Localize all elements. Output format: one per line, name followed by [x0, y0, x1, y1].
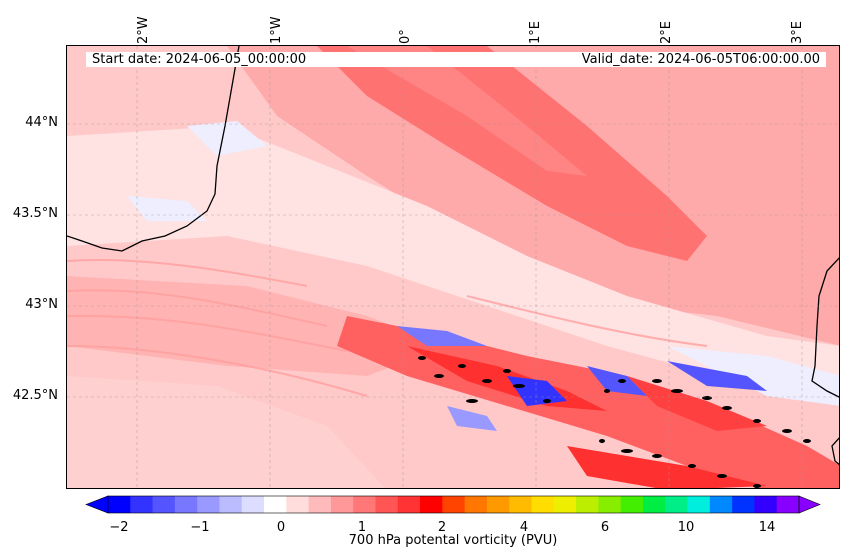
colorbar-segment	[442, 496, 466, 513]
colorbar-segment	[687, 496, 711, 513]
colorbar-segment	[576, 496, 599, 513]
map-panel	[66, 45, 840, 489]
colorbar-tick: 1	[357, 520, 367, 535]
colorbar-segment	[709, 496, 733, 513]
colorbar-min-extend	[85, 495, 109, 514]
start-date-text: Start date: 2024-06-05_00:00:00	[92, 52, 307, 67]
colorbar-segment	[130, 496, 154, 513]
coastline-biscay	[67, 46, 240, 252]
colorbar-tick: 4	[519, 520, 529, 535]
colorbar-segment	[531, 496, 555, 513]
colorbar-segment	[776, 496, 800, 513]
colorbar-segment	[464, 496, 488, 513]
lat-tick-42-5n: 42.5°N	[12, 388, 58, 403]
colorbar-max-extend	[798, 495, 821, 514]
coastline-mediterranean	[811, 257, 839, 398]
lat-tick-44n: 44°N	[25, 115, 58, 130]
colorbar-segment	[375, 496, 399, 513]
lat-tick-43n: 43°N	[25, 297, 58, 312]
colorbar-segment	[486, 496, 510, 513]
colorbar-segment	[509, 496, 533, 513]
colorbar-segment	[108, 496, 131, 513]
colorbar-tick: 2	[437, 520, 447, 535]
colorbar-segment	[219, 496, 243, 513]
colorbar-segment	[397, 496, 421, 513]
colorbar-segment	[241, 496, 265, 513]
colorbar-segment	[308, 496, 332, 513]
colorbar-tick: 0	[276, 520, 286, 535]
pv-field	[67, 46, 839, 488]
colorbar-segment	[420, 496, 443, 513]
colorbar-segment	[754, 496, 778, 513]
colorbar-label: 700 hPa potental vorticity (PVU)	[348, 533, 558, 548]
colorbar-tick: 6	[600, 520, 610, 535]
colorbar-segment	[152, 496, 176, 513]
colorbar-segment	[286, 496, 310, 513]
colorbar-segment	[174, 496, 198, 513]
colorbar-tick: −1	[190, 520, 210, 535]
colorbar-segment	[197, 496, 220, 513]
lat-tick-43-5n: 43.5°N	[12, 206, 58, 221]
colorbar-tick: 14	[758, 520, 776, 535]
valid-date-label: Valid_date: 2024-06-05T06:00:00.00	[581, 52, 820, 67]
valid-date-text: Valid_date: 2024-06-05T06:00:00.00	[581, 52, 820, 67]
colorbar-tick: 10	[677, 520, 695, 535]
colorbar-segment	[264, 496, 287, 513]
colorbar-segment	[330, 496, 354, 513]
colorbar-border	[107, 495, 800, 514]
colorbar-segment	[642, 496, 666, 513]
colorbar-segment	[620, 496, 644, 513]
colorbar-segment	[732, 496, 755, 513]
colorbar-tick: −2	[109, 520, 129, 535]
colorbar-segment	[353, 496, 376, 513]
colorbar-segment	[598, 496, 622, 513]
colorbar-segment	[665, 496, 689, 513]
colorbar-segment	[553, 496, 577, 513]
